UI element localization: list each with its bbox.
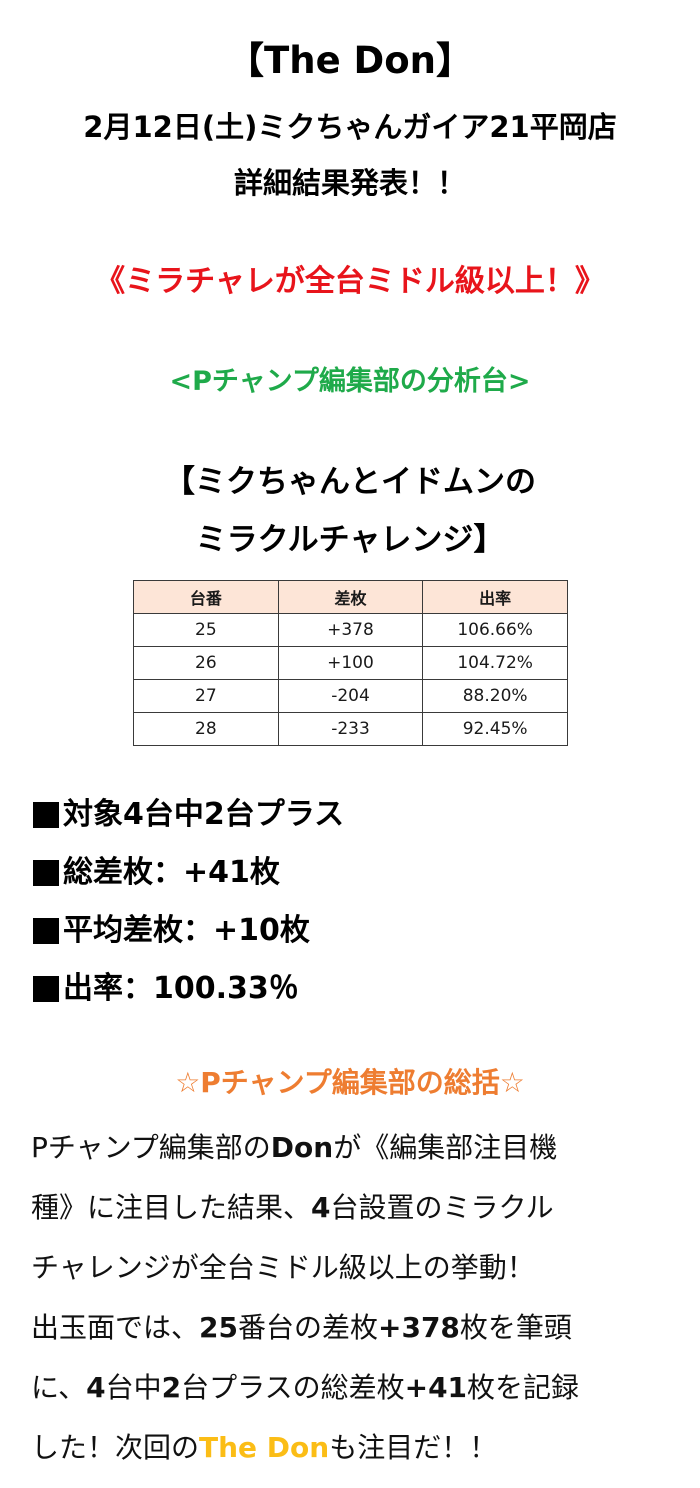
recap-line-3: チャレンジが全台ミドル級以上の挙動！ <box>31 1238 681 1298</box>
cell-machine-number: 28 <box>133 712 279 746</box>
table-row: 25 +378 106.66% <box>133 613 568 647</box>
recap-line-1: Pチャンプ編集部のDonが《編集部注目機 <box>31 1118 681 1178</box>
square-bullet-icon <box>33 918 59 944</box>
recap-text: Pチャンプ編集部の <box>31 1131 271 1164</box>
recap-text: 出玉面では、 <box>31 1311 200 1344</box>
the-don-highlight: The Don <box>199 1431 330 1464</box>
column-header-difference: 差枚 <box>277 580 424 614</box>
summary-text: 総差枚：+41枚 <box>63 855 280 890</box>
table-header-row: 台番 差枚 出率 <box>133 580 568 614</box>
recap-line-6: した！次回のThe Donも注目だ！！ <box>31 1418 681 1478</box>
cell-machine-number: 27 <box>133 679 279 713</box>
headline: 《ミラチャレが全台ミドル級以上！》 <box>95 264 605 299</box>
recap-text: 台中 <box>105 1371 162 1404</box>
square-bullet-icon <box>33 860 59 886</box>
recap-text-bold: +41 <box>404 1371 468 1404</box>
cell-difference: +378 <box>277 613 424 647</box>
analysis-section-label: <Pチャンプ編集部の分析台> <box>169 366 531 397</box>
cell-payout-rate: 104.72% <box>422 646 568 680</box>
recap-text: 枚を筆頭 <box>459 1311 572 1344</box>
recap-text: 台設置のミラクル <box>330 1191 554 1224</box>
square-bullet-icon <box>33 802 59 828</box>
recap-text-bold: 4 <box>86 1371 106 1404</box>
cell-difference: -204 <box>277 679 424 713</box>
column-header-payout-rate: 出率 <box>422 580 568 614</box>
page-subtitle: 詳細結果発表！！ <box>233 166 466 200</box>
summary-list: 対象4台中2台プラス 総差枚：+41枚 平均差枚：+10枚 出率：100.33％ <box>33 786 344 1018</box>
recap-text: が《編集部注目機 <box>333 1131 558 1164</box>
summary-item-payout-rate: 出率：100.33％ <box>33 960 344 1018</box>
recap-text-bold: Don <box>270 1131 334 1164</box>
summary-text: 対象4台中2台プラス <box>63 797 345 832</box>
cell-machine-number: 25 <box>133 613 279 647</box>
recap-text: に、 <box>31 1371 87 1404</box>
cell-difference: -233 <box>277 712 424 746</box>
recap-text: 台プラスの総差枚 <box>181 1371 405 1404</box>
table-row: 27 -204 88.20% <box>133 679 568 713</box>
cell-difference: +100 <box>277 646 424 680</box>
recap-text: した！次回の <box>31 1431 200 1464</box>
cell-payout-rate: 92.45% <box>422 712 568 746</box>
table-row: 26 +100 104.72% <box>133 646 568 680</box>
summary-item-average-difference: 平均差枚：+10枚 <box>33 902 344 960</box>
summary-text: 出率：100.33％ <box>63 971 299 1006</box>
cell-payout-rate: 88.20% <box>422 679 568 713</box>
recap-section-label: ☆Pチャンプ編集部の総括☆ <box>175 1066 525 1099</box>
event-date-store: 2月12日(土)ミクちゃんガイア21平岡店 <box>83 110 617 144</box>
result-table: 台番 差枚 出率 25 +378 106.66% 26 +100 104.72%… <box>133 580 568 746</box>
summary-item-total-difference: 総差枚：+41枚 <box>33 844 344 902</box>
summary-item-plus-count: 対象4台中2台プラス <box>33 786 344 844</box>
machine-title-line1: 【ミクちゃんとイドムンの <box>164 464 536 500</box>
recap-text: 種》に注目した結果、 <box>31 1191 312 1224</box>
recap-text: チャレンジが全台ミドル級以上の挙動！ <box>31 1251 535 1284</box>
recap-text: も注目だ！！ <box>329 1431 498 1464</box>
recap-text: 枚を記録 <box>467 1371 580 1404</box>
recap-text-bold: 4 <box>311 1191 331 1224</box>
machine-title-line2: ミラクルチャレンジ】 <box>195 522 505 558</box>
cell-machine-number: 26 <box>133 646 279 680</box>
recap-paragraph: Pチャンプ編集部のDonが《編集部注目機 種》に注目した結果、4台設置のミラクル… <box>31 1118 681 1478</box>
recap-text: 番台の差枚 <box>237 1311 378 1344</box>
recap-line-4: 出玉面では、25番台の差枚+378枚を筆頭 <box>31 1298 681 1358</box>
table-row: 28 -233 92.45% <box>133 712 568 746</box>
recap-text-bold: +378 <box>378 1311 460 1344</box>
recap-line-2: 種》に注目した結果、4台設置のミラクル <box>31 1178 681 1238</box>
recap-text-bold: 2 <box>161 1371 182 1404</box>
column-header-machine-number: 台番 <box>133 580 279 614</box>
cell-payout-rate: 106.66% <box>422 613 568 647</box>
square-bullet-icon <box>33 976 59 1002</box>
page-title: 【The Don】 <box>226 39 474 82</box>
summary-text: 平均差枚：+10枚 <box>63 913 310 948</box>
recap-line-5: に、4台中2台プラスの総差枚+41枚を記録 <box>31 1358 681 1418</box>
recap-text-bold: 25 <box>199 1311 238 1344</box>
